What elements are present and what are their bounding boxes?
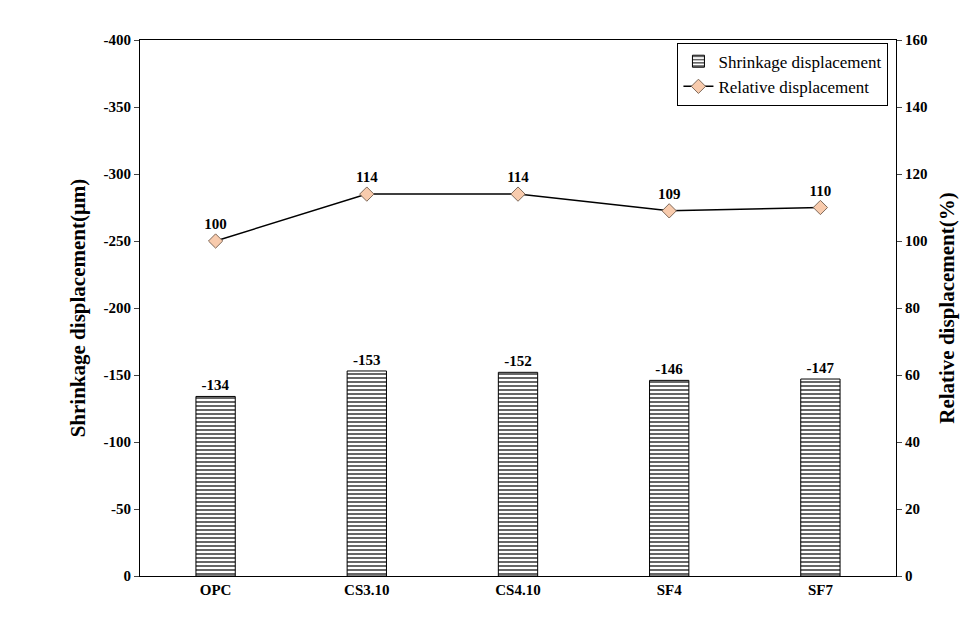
svg-text:110: 110 [810, 183, 832, 199]
svg-text:140: 140 [905, 99, 928, 115]
svg-text:-152: -152 [504, 353, 532, 369]
svg-text:60: 60 [905, 367, 920, 383]
svg-text:120: 120 [905, 166, 928, 182]
svg-text:100: 100 [204, 216, 227, 232]
svg-text:0: 0 [905, 568, 913, 584]
svg-text:-146: -146 [655, 361, 683, 377]
svg-text:-134: -134 [202, 377, 230, 393]
svg-text:114: 114 [507, 169, 529, 185]
svg-text:CS3.10: CS3.10 [344, 582, 389, 598]
svg-text:-150: -150 [104, 367, 132, 383]
svg-text:80: 80 [905, 300, 920, 316]
svg-text:-300: -300 [104, 166, 132, 182]
svg-text:160: 160 [905, 32, 928, 48]
svg-text:0: 0 [124, 568, 132, 584]
svg-text:-250: -250 [104, 233, 132, 249]
svg-text:114: 114 [356, 169, 378, 185]
svg-text:-350: -350 [104, 99, 132, 115]
svg-text:100: 100 [905, 233, 928, 249]
svg-text:SF7: SF7 [808, 582, 834, 598]
svg-text:40: 40 [905, 434, 920, 450]
svg-text:Shrinkage displacement: Shrinkage displacement [718, 53, 881, 72]
svg-text:-400: -400 [104, 32, 132, 48]
svg-text:-200: -200 [104, 300, 132, 316]
svg-text:Relative displacement(%): Relative displacement(%) [935, 192, 959, 424]
svg-text:-100: -100 [104, 434, 132, 450]
svg-text:-147: -147 [806, 360, 834, 376]
svg-text:20: 20 [905, 501, 920, 517]
svg-text:Shrinkage displacement(μm): Shrinkage displacement(μm) [66, 179, 90, 438]
svg-text:OPC: OPC [200, 582, 232, 598]
svg-text:CS4.10: CS4.10 [495, 582, 540, 598]
svg-text:SF4: SF4 [657, 582, 683, 598]
svg-text:Relative displacement: Relative displacement [718, 78, 869, 97]
svg-text:-50: -50 [111, 501, 131, 517]
svg-text:109: 109 [658, 186, 681, 202]
svg-text:-153: -153 [353, 352, 381, 368]
